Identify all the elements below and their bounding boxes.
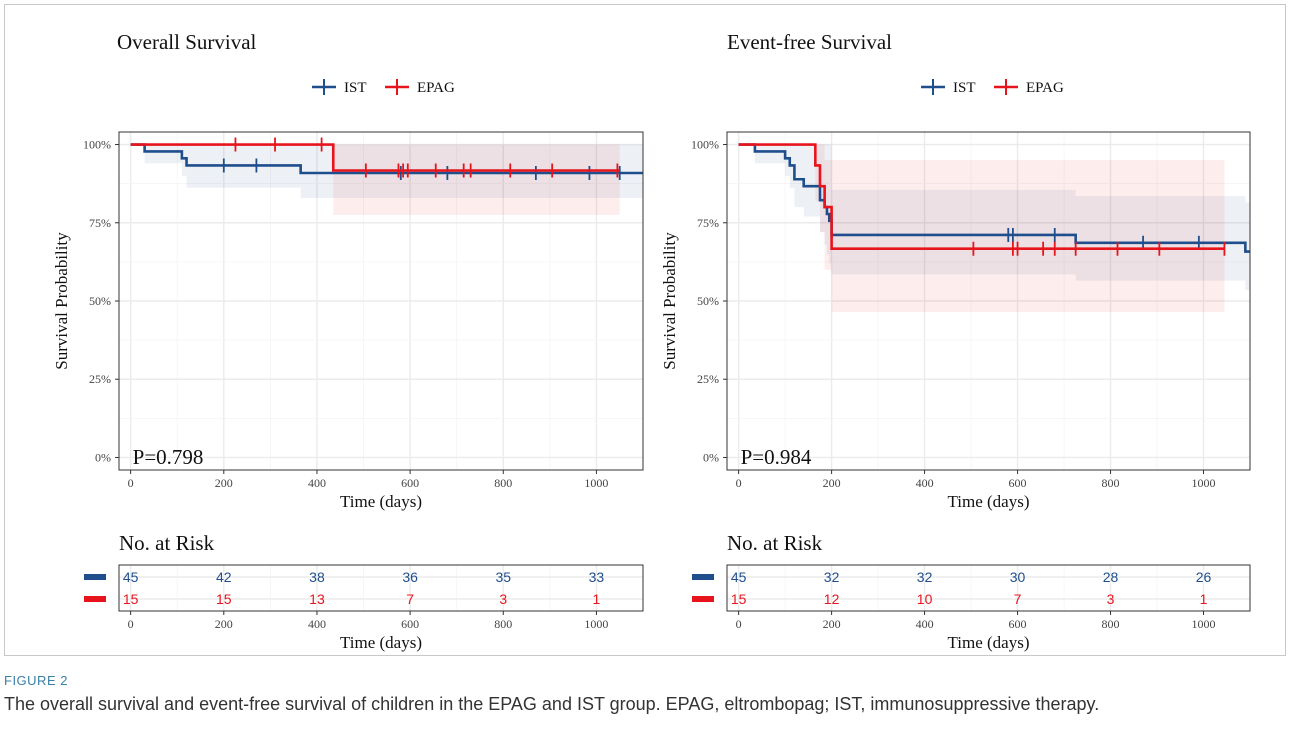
risk-cell-ist: 30 [1010,569,1026,585]
figure-frame [4,4,1286,656]
p-value-annotation: P=0.984 [741,445,812,469]
x-tick-label: 800 [494,476,512,490]
risk-cell-epag: 12 [824,591,840,607]
risk-x-axis-label: Time (days) [340,633,422,652]
chart-title: Event-free Survival [727,30,892,54]
risk-row-key-ist [692,574,714,580]
ci-band-ist [738,144,1250,291]
y-tick-label: 75% [89,216,111,230]
risk-cell-epag: 15 [123,591,139,607]
x-axis-label: Time (days) [340,492,422,511]
curve-epag [130,143,620,172]
risk-x-tick-label: 600 [401,617,419,631]
risk-x-tick-label: 200 [215,617,233,631]
chart-panel-0: Overall Survival IST EPAG 0% 25% 50% 75% 100% 0 2… [52,30,644,652]
risk-cell-ist: 45 [731,569,747,585]
x-tick-label: 0 [128,476,134,490]
risk-x-tick-label: 0 [736,617,742,631]
ci-band-epag [130,144,620,215]
risk-table-border [118,564,644,612]
risk-cell-ist: 33 [589,569,605,585]
y-tick-label: 100% [691,138,719,152]
risk-cell-ist: 32 [917,569,933,585]
curve-ist [130,143,643,175]
risk-cell-epag: 10 [917,591,933,607]
x-tick-label: 200 [215,476,233,490]
risk-table-border [726,564,1251,612]
x-tick-label: 800 [1102,476,1120,490]
y-axis-label: Survival Probability [52,232,71,370]
risk-cell-epag: 3 [499,591,507,607]
legend-label-ist: IST [344,80,367,96]
risk-cell-epag: 13 [309,591,325,607]
risk-cell-ist: 36 [402,569,418,585]
chart-title: Overall Survival [117,30,257,54]
risk-row-key-ist [84,574,106,580]
legend-label-epag: EPAG [1026,80,1064,96]
legend-label-epag: EPAG [417,80,455,96]
risk-x-tick-label: 1000 [1192,617,1216,631]
risk-x-tick-label: 0 [128,617,134,631]
x-tick-label: 600 [401,476,419,490]
y-axis-label: Survival Probability [660,232,679,370]
x-axis-label: Time (days) [947,492,1029,511]
risk-cell-epag: 1 [1200,591,1208,607]
x-tick-label: 600 [1009,476,1027,490]
p-value-annotation: P=0.798 [133,445,204,469]
x-tick-label: 400 [308,476,326,490]
risk-cell-epag: 7 [1014,591,1022,607]
x-tick-label: 1000 [584,476,608,490]
risk-x-tick-label: 800 [1102,617,1120,631]
figure-label: FIGURE 2 [4,673,68,688]
risk-x-tick-label: 400 [308,617,326,631]
risk-cell-ist: 32 [824,569,840,585]
risk-cell-ist: 42 [216,569,232,585]
ci-band-epag [738,144,1225,312]
risk-row-key-epag [692,596,714,602]
risk-x-tick-label: 400 [916,617,934,631]
x-tick-label: 1000 [1192,476,1216,490]
gridlines [119,132,644,470]
y-tick-label: 75% [697,216,719,230]
y-tick-label: 50% [89,294,111,308]
x-tick-label: 200 [823,476,841,490]
risk-cell-ist: 45 [123,569,139,585]
risk-x-tick-label: 600 [1009,617,1027,631]
risk-cell-ist: 26 [1196,569,1212,585]
curve-epag [738,143,1225,251]
risk-cell-epag: 7 [406,591,414,607]
risk-cell-epag: 3 [1107,591,1115,607]
risk-cell-ist: 28 [1103,569,1119,585]
risk-x-tick-label: 200 [823,617,841,631]
risk-cell-ist: 35 [495,569,511,585]
y-tick-label: 0% [703,450,719,464]
x-tick-label: 0 [736,476,742,490]
risk-cell-epag: 1 [593,591,601,607]
gridlines [727,132,1251,470]
risk-x-axis-label: Time (days) [947,633,1029,652]
risk-x-tick-label: 800 [494,617,512,631]
y-tick-label: 100% [83,138,111,152]
legend-label-ist: IST [953,80,976,96]
x-tick-label: 400 [916,476,934,490]
risk-cell-epag: 15 [731,591,747,607]
risk-row-key-epag [84,596,106,602]
risk-cell-ist: 38 [309,569,325,585]
risk-table-title: No. at Risk [119,531,215,555]
y-tick-label: 0% [95,450,111,464]
risk-cell-epag: 15 [216,591,232,607]
y-tick-label: 25% [89,372,111,386]
y-tick-label: 50% [697,294,719,308]
y-tick-label: 25% [697,372,719,386]
figure-caption: The overall survival and event-free surv… [4,694,1100,714]
curve-ist [738,143,1250,253]
risk-x-tick-label: 1000 [584,617,608,631]
risk-table-title: No. at Risk [727,531,823,555]
